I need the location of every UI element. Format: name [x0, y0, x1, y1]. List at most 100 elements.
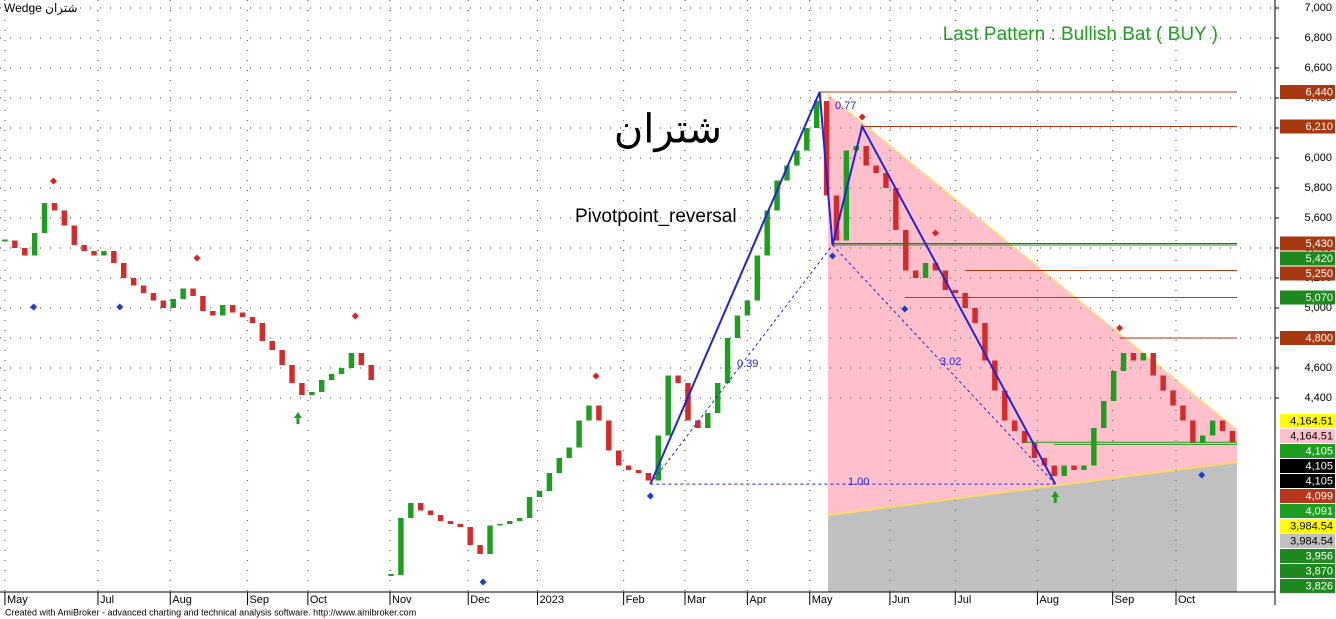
candle [1209, 420, 1216, 436]
y-tick-label: 5,000 [1304, 302, 1332, 314]
buy-arrow [293, 411, 302, 424]
indicator-label: Pivotpoint_reversal [575, 206, 737, 227]
y-tick-label: 6,600 [1304, 62, 1332, 74]
candle [150, 293, 157, 301]
candle [655, 435, 662, 481]
candle [1002, 390, 1008, 421]
candle [467, 527, 473, 545]
candle [932, 263, 939, 271]
chart-title: شتران Wedge [4, 1, 78, 15]
x-tick-label: Oct [310, 594, 327, 606]
level-box [1280, 534, 1335, 548]
level-box [1280, 459, 1335, 473]
candle [210, 311, 216, 316]
level-label: 5,250 [1305, 268, 1333, 280]
candle [566, 447, 572, 458]
level-box [1280, 236, 1335, 251]
level-label: 6,210 [1305, 121, 1333, 133]
level-label: 5,430 [1305, 238, 1333, 250]
candle [1110, 371, 1117, 401]
level-box [1280, 504, 1335, 518]
level-box [1280, 119, 1335, 134]
candle [309, 392, 315, 395]
x-tick-label: Mar [687, 594, 706, 606]
candle [1061, 465, 1067, 476]
y-tick-label: 4,600 [1304, 362, 1332, 374]
candle [774, 180, 780, 211]
candle [130, 278, 137, 286]
candle [794, 150, 800, 166]
candle [982, 323, 988, 361]
pivot-low [116, 303, 124, 311]
level-box [1280, 579, 1335, 593]
y-tick-label: 6,000 [1304, 152, 1332, 164]
candle [111, 251, 117, 263]
candle [408, 503, 414, 518]
candle [22, 248, 28, 256]
candle [170, 299, 176, 308]
target-zone [828, 462, 1237, 592]
x-tick-label: Oct [1178, 594, 1195, 606]
candle [912, 270, 919, 278]
candle [368, 365, 374, 380]
candle [348, 353, 355, 368]
zone-border [827, 461, 1238, 516]
candle [437, 515, 444, 521]
candle [972, 308, 978, 323]
level-box [1280, 290, 1335, 305]
x-tick-label: Jul [100, 594, 114, 606]
candle [200, 296, 206, 311]
candle [121, 263, 127, 278]
candle [1091, 428, 1097, 466]
x-tick-label: Dec [470, 594, 490, 606]
pivot-high [351, 312, 359, 320]
candle [833, 195, 840, 241]
candle [1150, 353, 1156, 376]
level-box [1280, 414, 1335, 428]
level-box [1280, 266, 1335, 281]
candle [804, 128, 810, 151]
candle [546, 473, 553, 491]
candle [516, 518, 523, 521]
level-box [1280, 519, 1335, 533]
pattern-label: Last Pattern : Bullish Bat ( BUY ) [943, 24, 1218, 45]
pivot-high [49, 177, 57, 185]
candle [1051, 465, 1057, 476]
level-box [1280, 85, 1335, 99]
candle [61, 210, 68, 226]
y-tick-label: 6,800 [1304, 32, 1332, 44]
x-tick-label: Sep [249, 594, 269, 606]
candle [1219, 420, 1226, 431]
candle [675, 375, 681, 383]
candle [724, 338, 731, 383]
candle [863, 146, 869, 166]
level-box [1280, 251, 1335, 266]
level-box [1280, 564, 1335, 578]
candle [823, 101, 830, 196]
candle [1200, 435, 1206, 443]
candle [606, 420, 612, 451]
candle [1170, 390, 1176, 406]
candle [695, 420, 701, 428]
candle [576, 420, 582, 448]
candle [101, 251, 107, 256]
pivot-low [479, 578, 487, 586]
ratio-label: 0.77 [835, 100, 856, 112]
level-label: 5,070 [1305, 292, 1333, 304]
level-label: 4,105 [1305, 460, 1333, 472]
candle [279, 350, 285, 365]
level-label: 4,800 [1305, 332, 1333, 344]
level-label: 3,984.54 [1290, 535, 1333, 547]
candle [31, 233, 38, 256]
buy-arrow [1051, 491, 1060, 503]
candle [398, 518, 404, 575]
candle [239, 312, 246, 317]
candle [665, 375, 671, 436]
x-tick-label: Apr [749, 594, 766, 606]
pattern-guide [832, 244, 1056, 485]
candle [220, 305, 226, 316]
candle [873, 165, 879, 173]
candle [487, 525, 493, 554]
candle [586, 405, 592, 421]
candle [1190, 420, 1196, 443]
